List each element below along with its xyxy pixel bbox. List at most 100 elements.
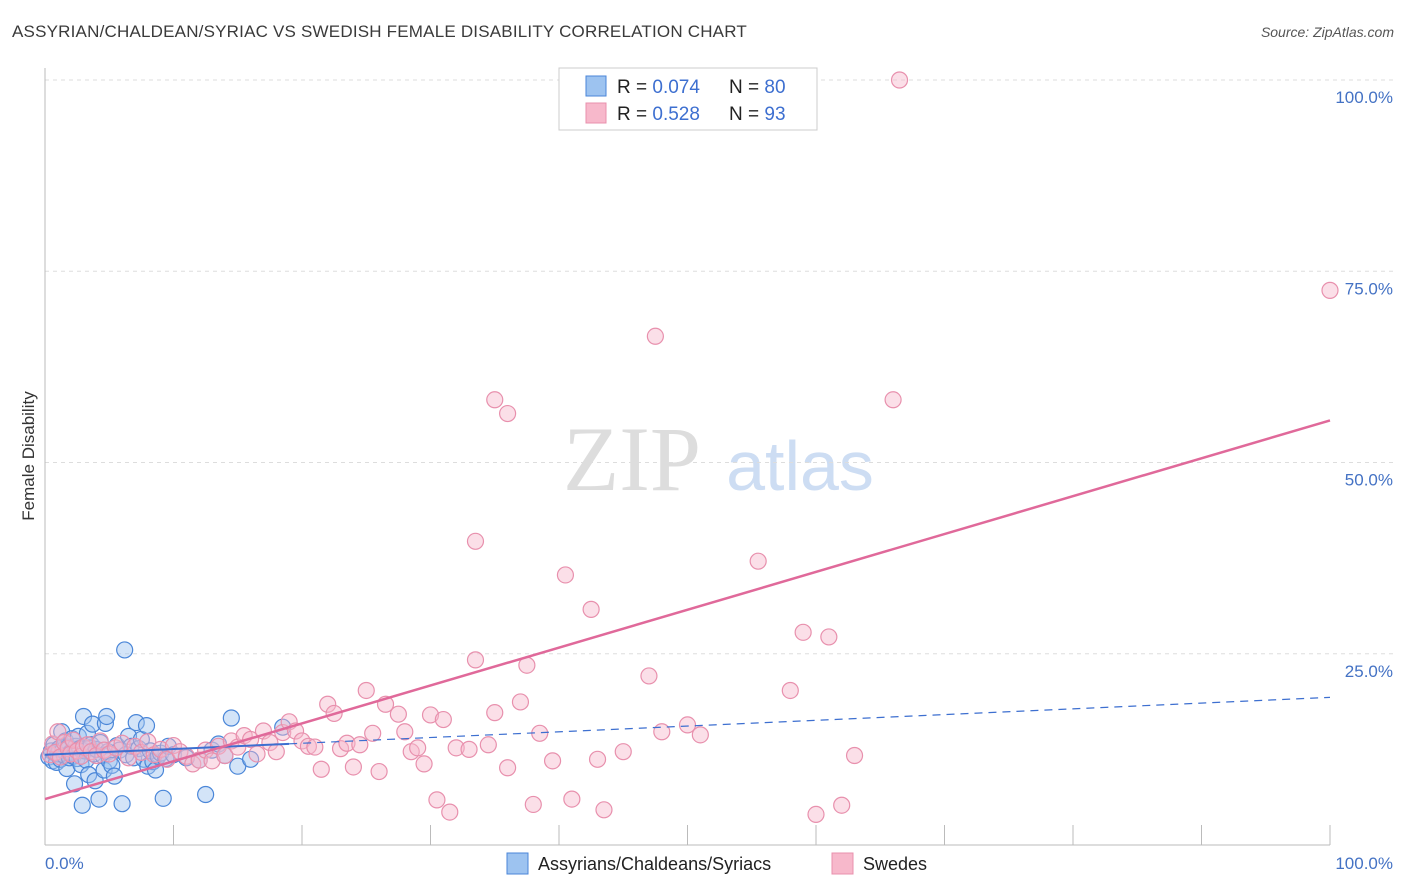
swedes-point-57 [357, 681, 375, 700]
series-assyrians-points [40, 641, 292, 814]
gridlines [45, 79, 1393, 655]
swedes-point-78 [524, 795, 542, 814]
x-tick-label-min: 0.0% [45, 854, 84, 873]
legend-blue-swatch [585, 75, 607, 97]
swedes-point-100 [466, 532, 485, 550]
assyrians-point-76 [222, 709, 240, 727]
legend-bottom-pink-swatch[interactable] [831, 852, 854, 875]
assyrians-point-42 [98, 707, 116, 726]
assyrians-point-9 [53, 723, 71, 741]
assyrians-point-19 [65, 775, 84, 793]
swedes-point-54 [338, 734, 356, 752]
swedes-point-72 [466, 651, 485, 669]
swedes-point-96 [833, 796, 851, 814]
swedes-point-17 [100, 745, 118, 763]
swedes-point-104 [1321, 281, 1339, 299]
legend-bottom-blue-label[interactable]: Assyrians/Chaldeans/Syriacs [538, 854, 771, 874]
swedes-point-49 [306, 738, 324, 756]
assyrians-point-55 [127, 713, 145, 732]
legend-bottom-blue-swatch[interactable] [506, 852, 529, 875]
svg-text:R = 0.074: R = 0.074 [617, 77, 700, 98]
swedes-point-61 [389, 705, 407, 723]
watermark-atlas: atlas [726, 427, 874, 505]
swedes-point-91 [749, 552, 767, 570]
legend-bottom: Assyrians/Chaldeans/Syriacs Swedes [506, 852, 927, 875]
assyrians-trend-solid [44, 742, 290, 756]
legend-blue-n-label: N = [729, 77, 764, 98]
swedes-point-70 [447, 739, 465, 757]
swedes-point-88 [653, 723, 671, 741]
legend-pink-r-label: R = [617, 104, 652, 125]
swedes-point-101 [486, 391, 504, 409]
assyrians-point-59 [137, 717, 156, 735]
swedes-point-86 [614, 743, 632, 761]
assyrians-point-33 [83, 715, 102, 733]
assyrians-point-72 [197, 785, 215, 804]
svg-text:N = 80: N = 80 [729, 77, 786, 98]
swedes-point-87 [640, 667, 658, 685]
assyrians-point-25 [73, 796, 91, 814]
swedes-point-84 [588, 750, 607, 768]
swedes-point-15 [91, 732, 109, 750]
y-axis-title: Female Disability [19, 391, 38, 521]
svg-text:R = 0.528: R = 0.528 [617, 104, 700, 125]
watermark-zip: ZIP [563, 408, 701, 510]
swedes-point-22 [132, 743, 150, 762]
legend-bottom-pink-label[interactable]: Swedes [863, 854, 927, 874]
swedes-point-75 [499, 759, 517, 777]
swedes-point-76 [511, 693, 530, 711]
swedes-point-66 [421, 706, 440, 724]
legend-top: R = 0.074 N = 80 R = 0.528 N = 93 [558, 67, 818, 131]
swedes-point-94 [807, 805, 825, 824]
swedes-point-85 [595, 801, 613, 819]
swedes-point-93 [794, 623, 812, 641]
swedes-point-67 [428, 791, 446, 809]
legend-blue-r-value: 0.074 [652, 77, 700, 98]
swedes-trend [44, 419, 1331, 801]
swedes-point-43 [267, 743, 285, 761]
swedes-point-3 [49, 723, 67, 741]
swedes-point-71 [460, 740, 478, 758]
swedes-point-33 [203, 752, 221, 770]
y-tick-label-100: 100.0% [1335, 88, 1393, 107]
swedes-point-74 [486, 704, 504, 722]
y-tick-labels: 25.0% 50.0% 75.0% 100.0% [1335, 88, 1393, 681]
assyrians-point-30 [80, 766, 98, 784]
swedes-point-51 [319, 695, 337, 713]
swedes-point-73 [479, 736, 497, 754]
swedes-point-103 [646, 327, 664, 345]
svg-text:N = 93: N = 93 [729, 104, 786, 125]
watermark: ZIP atlas [563, 408, 874, 510]
swedes-point-64 [409, 739, 427, 757]
swedes-point-58 [364, 724, 382, 742]
swedes-point-68 [434, 710, 452, 729]
swedes-point-62 [396, 723, 414, 741]
legend-pink-swatch [585, 102, 607, 124]
source-label: Source: ZipAtlas.com [1260, 24, 1394, 40]
swedes-point-55 [344, 758, 362, 776]
assyrians-point-37 [90, 790, 108, 808]
y-tick-label-50: 50.0% [1345, 471, 1393, 490]
legend-blue-r-label: R = [617, 77, 652, 98]
swedes-point-98 [884, 391, 902, 409]
swedes-point-69 [441, 803, 459, 821]
legend-pink-n-label: N = [729, 104, 764, 125]
swedes-point-89 [678, 716, 697, 734]
swedes-point-97 [845, 746, 864, 765]
assyrians-trend-dashed [289, 696, 1331, 745]
swedes-point-65 [415, 755, 433, 773]
swedes-point-50 [312, 760, 330, 778]
swedes-point-102 [499, 404, 517, 423]
y-tick-label-75: 75.0% [1345, 279, 1393, 298]
swedes-point-56 [351, 736, 369, 754]
swedes-point-90 [691, 726, 709, 744]
swedes-point-40 [248, 745, 266, 763]
x-tick-label-max: 100.0% [1335, 854, 1393, 873]
swedes-point-83 [582, 600, 600, 618]
legend-pink-n-value: 93 [764, 104, 785, 125]
legend-pink-r-value: 0.528 [652, 104, 700, 125]
legend-blue-n-value: 80 [764, 77, 785, 98]
swedes-point-48 [299, 737, 318, 755]
assyrians-point-49 [113, 795, 131, 813]
